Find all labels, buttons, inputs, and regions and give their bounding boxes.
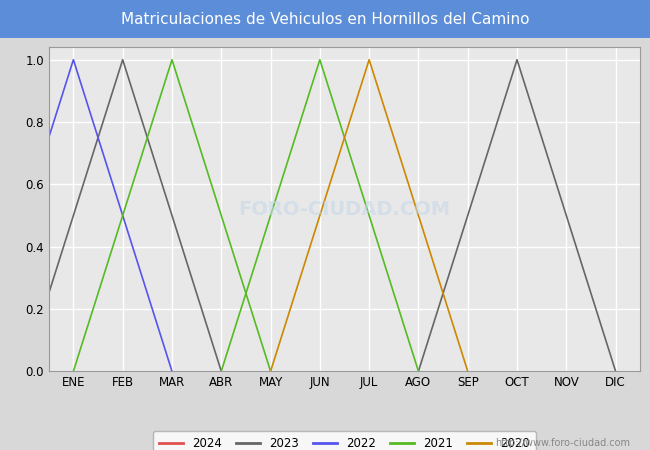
2023 xyxy=(119,57,127,63)
Legend: 2024, 2023, 2022, 2021, 2020: 2024, 2023, 2022, 2021, 2020 xyxy=(153,431,536,450)
Text: http://www.foro-ciudad.com: http://www.foro-ciudad.com xyxy=(495,438,630,448)
Text: FORO-CIUDAD.COM: FORO-CIUDAD.COM xyxy=(239,200,450,219)
2021 xyxy=(266,369,274,374)
Line: 2023: 2023 xyxy=(24,60,221,371)
2022 xyxy=(70,57,77,63)
2022 xyxy=(168,369,176,374)
Line: 2020: 2020 xyxy=(270,60,468,371)
2023 xyxy=(20,369,28,374)
Line: 2022: 2022 xyxy=(0,60,172,371)
2020 xyxy=(365,57,373,63)
2023 xyxy=(217,369,225,374)
Line: 2021: 2021 xyxy=(73,60,270,371)
2020 xyxy=(266,369,274,374)
2020 xyxy=(464,369,472,374)
2021 xyxy=(70,369,77,374)
2021 xyxy=(168,57,176,63)
Text: Matriculaciones de Vehiculos en Hornillos del Camino: Matriculaciones de Vehiculos en Hornillo… xyxy=(121,12,529,27)
